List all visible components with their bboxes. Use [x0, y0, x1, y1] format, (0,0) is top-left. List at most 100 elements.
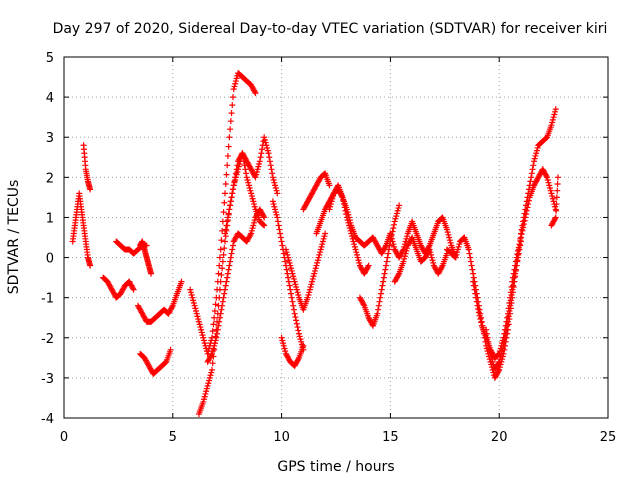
data-point: [428, 251, 435, 258]
data-point: [308, 281, 315, 288]
data-point: [286, 282, 293, 289]
data-point: [87, 186, 94, 193]
data-point: [203, 385, 210, 392]
data-point: [341, 204, 348, 211]
data-point: [129, 285, 136, 292]
data-point: [285, 254, 292, 261]
data-point: [273, 187, 280, 194]
data-point: [277, 234, 284, 241]
data-point: [319, 241, 326, 248]
data-point: [504, 318, 511, 325]
data-point: [225, 143, 232, 150]
data-point: [252, 174, 259, 181]
data-point: [400, 258, 407, 265]
data-point: [545, 179, 552, 186]
data-point: [272, 185, 279, 192]
data-point: [375, 302, 382, 309]
data-point: [295, 356, 302, 363]
data-point: [533, 147, 540, 154]
data-point: [340, 197, 347, 204]
data-point: [272, 182, 279, 189]
data-point: [487, 350, 494, 357]
series-track-5: [134, 278, 185, 325]
data-point: [365, 262, 372, 269]
data-point: [549, 195, 556, 202]
data-point: [326, 206, 333, 213]
data-point: [291, 278, 298, 285]
data-point: [208, 352, 215, 359]
data-point: [298, 338, 305, 345]
data-point: [554, 181, 561, 188]
data-point: [285, 257, 292, 264]
data-point: [477, 316, 484, 323]
data-point: [222, 282, 229, 289]
data-point: [456, 241, 463, 248]
data-point: [309, 278, 316, 285]
data-point: [472, 290, 479, 297]
data-point: [235, 163, 242, 170]
data-point: [553, 201, 560, 208]
data-point: [304, 294, 311, 301]
data-point: [317, 249, 324, 256]
data-point: [472, 294, 479, 301]
data-point: [261, 214, 268, 221]
data-point: [290, 306, 297, 313]
data-point: [534, 144, 541, 151]
data-point: [266, 158, 273, 165]
data-point: [453, 251, 460, 258]
data-point: [483, 326, 490, 333]
data-point: [250, 222, 257, 229]
data-point: [317, 246, 324, 253]
y-tick-label: -1: [41, 292, 54, 307]
data-point: [222, 230, 229, 237]
data-point: [189, 294, 196, 301]
data-point: [190, 300, 197, 307]
data-point: [486, 342, 493, 349]
data-point: [236, 160, 243, 167]
data-point: [223, 171, 230, 178]
data-point: [247, 231, 254, 238]
data-point: [546, 182, 553, 189]
data-point: [527, 178, 534, 185]
data-point: [387, 230, 394, 237]
data-point: [260, 221, 267, 228]
data-point: [198, 326, 205, 333]
data-point: [222, 226, 229, 233]
data-point: [318, 243, 325, 250]
data-point: [347, 227, 354, 234]
data-point: [218, 237, 225, 244]
data-point: [198, 329, 205, 336]
data-point: [505, 313, 512, 320]
data-point: [438, 263, 445, 270]
data-point: [502, 334, 509, 341]
data-point: [454, 246, 461, 253]
data-point: [404, 245, 411, 252]
data-point: [554, 174, 561, 181]
data-point: [237, 158, 244, 165]
data-point: [232, 78, 239, 85]
data-point: [211, 308, 218, 315]
data-point: [243, 170, 250, 177]
data-point: [208, 366, 215, 373]
data-point: [278, 238, 285, 245]
x-axis-ticks: 0 5 10 15 20 25: [60, 57, 616, 445]
y-tick-label: 0: [46, 252, 54, 267]
data-point: [233, 75, 240, 82]
data-point: [255, 163, 262, 170]
data-point: [223, 278, 230, 285]
data-point: [311, 270, 318, 277]
data-point: [384, 254, 391, 261]
data-point: [227, 258, 234, 265]
data-point: [192, 305, 199, 312]
data-point: [206, 374, 213, 381]
y-tick-label: 5: [46, 51, 54, 66]
x-tick-label: 20: [491, 430, 508, 445]
data-point: [209, 328, 216, 335]
x-tick-label: 25: [600, 430, 617, 445]
data-point: [206, 377, 213, 384]
data-point: [310, 273, 317, 280]
data-point: [242, 166, 249, 173]
data-point: [284, 251, 291, 258]
data-point: [261, 222, 268, 229]
data-point: [262, 139, 269, 146]
